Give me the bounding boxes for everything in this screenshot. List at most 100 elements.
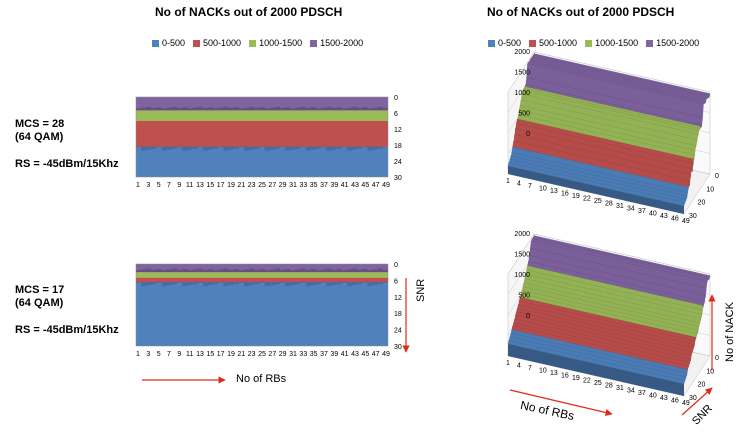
heatmap-cell xyxy=(177,146,183,148)
x-tick-label: 27 xyxy=(268,351,276,358)
rbs-label: No of RBs xyxy=(236,373,287,385)
legend-item: 1500-2000 xyxy=(310,38,363,48)
heatmap-cell xyxy=(197,106,203,111)
heatmap-cell xyxy=(336,146,342,149)
heatmap-cell xyxy=(310,146,316,150)
heatmap-cell xyxy=(372,269,378,273)
legend-swatch xyxy=(152,39,159,47)
heatmap-cell xyxy=(321,107,327,111)
x-tick-label: 33 xyxy=(299,351,307,358)
heatmap-frame xyxy=(135,96,389,178)
heatmap-cell xyxy=(238,270,244,273)
x-tick-label: 25 xyxy=(258,182,266,189)
y-tick-label: 30 xyxy=(394,344,402,351)
heatmap-cell xyxy=(372,282,378,286)
heatmap-cell xyxy=(244,146,250,151)
heatmap-cell xyxy=(382,107,388,111)
x-tick-label: 17 xyxy=(217,351,225,358)
x-tick-label: 5 xyxy=(157,182,161,189)
legend-swatch xyxy=(646,39,654,47)
heatmap-cell xyxy=(182,282,188,287)
heatmap-cell xyxy=(238,282,244,284)
heatmap-cell xyxy=(310,282,316,286)
heatmap-cell xyxy=(290,270,296,273)
heatmap-cell xyxy=(295,282,301,285)
heatmap-cell xyxy=(218,107,224,111)
x-tick-label: 7 xyxy=(167,351,171,358)
heatmap-cell xyxy=(172,106,178,111)
x-tick-label: 45 xyxy=(361,351,369,358)
heatmap-cell xyxy=(346,107,352,111)
x-tick-label: 33 xyxy=(299,182,307,189)
heatmap-cell xyxy=(341,146,347,148)
y-tick-label: 6 xyxy=(394,111,398,118)
x-tick-label: 22 xyxy=(583,196,591,203)
heatmap-cell xyxy=(346,282,352,287)
heatmap-cell xyxy=(259,107,265,111)
legend-swatch xyxy=(193,39,201,47)
x-tick-label: 28 xyxy=(605,383,613,390)
heatmap-cell xyxy=(202,282,208,287)
y-tick-label: 500 xyxy=(518,293,530,300)
heatmap-cell xyxy=(346,146,352,151)
heatmap-cell xyxy=(249,106,255,111)
x-tick-label: 1 xyxy=(506,360,510,367)
heatmap-cell xyxy=(208,269,214,273)
row2-rs: RS = -45dBm/15Khz xyxy=(15,324,119,336)
legend-swatch xyxy=(249,39,257,47)
x-tick-label: 19 xyxy=(227,182,235,189)
x-tick-label: 49 xyxy=(682,400,690,407)
x-tick-label: 37 xyxy=(320,351,328,358)
heatmap-cell xyxy=(285,146,291,151)
heatmap-cell xyxy=(300,268,306,273)
heatmap-cell xyxy=(367,108,373,111)
heatmap-cell xyxy=(249,146,255,150)
heatmap-cell xyxy=(362,282,368,284)
snr-3d-arrow xyxy=(681,387,713,416)
heatmap-cell xyxy=(223,282,229,287)
heatmap-cell xyxy=(316,146,322,149)
heatmap-cell xyxy=(192,107,198,111)
heatmap-cell xyxy=(346,269,352,273)
heatmap-band xyxy=(136,121,388,148)
heatmap-cell xyxy=(233,282,239,285)
z-tick-label: 20 xyxy=(698,382,706,389)
heatmap-cell xyxy=(264,270,270,273)
heatmap-cell xyxy=(223,268,229,273)
heatmap-cell xyxy=(172,146,178,149)
heatmap-cell xyxy=(377,282,383,285)
heatmap-cell xyxy=(367,270,373,273)
legend-swatch xyxy=(529,39,537,47)
heatmap-cell xyxy=(228,282,234,286)
heatmap-cell xyxy=(326,106,332,111)
y-tick-label: 1500 xyxy=(514,252,530,259)
heatmap-cell xyxy=(254,269,260,273)
x-tick-label: 25 xyxy=(594,380,602,387)
heatmap-band xyxy=(136,147,388,177)
heatmap-cell xyxy=(300,146,306,148)
x-tick-label: 10 xyxy=(539,186,547,193)
x-tick-label: 43 xyxy=(351,182,359,189)
x-tick-label: 5 xyxy=(157,351,161,358)
row2-mcs: MCS = 17 xyxy=(15,284,65,296)
x-tick-label: 17 xyxy=(217,182,225,189)
heatmap-cell xyxy=(305,107,311,111)
legend-item: 1000-1500 xyxy=(585,38,638,48)
y-tick-label: 1000 xyxy=(514,272,530,279)
x-tick-label: 9 xyxy=(177,351,181,358)
surface-front xyxy=(508,166,684,214)
gridline xyxy=(507,233,711,275)
x-tick-label: 21 xyxy=(237,351,245,358)
x-tick-label: 31 xyxy=(616,385,624,392)
heatmap-cell xyxy=(377,106,383,111)
x-tick-label: 29 xyxy=(279,351,287,358)
heatmap-cell xyxy=(192,146,198,149)
x-tick-label: 34 xyxy=(627,206,635,213)
heatmap-cell xyxy=(156,107,162,111)
x-tick-label: 13 xyxy=(196,182,204,189)
heatmap-band xyxy=(136,110,388,121)
